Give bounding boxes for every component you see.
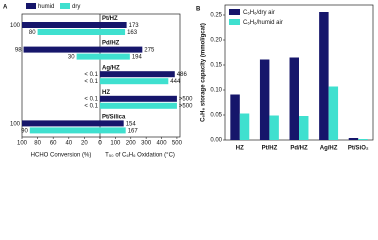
value-label: 100 — [10, 121, 21, 127]
bar-left — [76, 53, 100, 60]
y-tick-label: 0.20 — [210, 38, 222, 44]
bar — [319, 12, 329, 140]
x-tick-label: 0 — [98, 141, 102, 147]
value-label: 100 — [10, 23, 21, 29]
category-label: Pt/Silica — [102, 114, 126, 120]
x-axis-title: HCHO Conversion (%) — [31, 153, 92, 159]
bar — [269, 115, 279, 140]
value-label: 444 — [170, 79, 181, 85]
bar — [299, 116, 309, 140]
value-label: 163 — [127, 30, 138, 36]
x-tick-label: 100 — [17, 141, 28, 147]
category-label: Pt/HZ — [102, 16, 118, 22]
bar-right — [100, 120, 124, 127]
bar-right — [100, 22, 127, 28]
panel-label: A — [3, 5, 8, 11]
panel-a-frame — [21, 13, 181, 138]
x-tick-label: 60 — [50, 141, 57, 147]
bar-right — [100, 78, 169, 85]
bar-right — [100, 127, 126, 134]
value-label: >500 — [179, 104, 193, 110]
legend-label: dry — [72, 4, 80, 10]
legend-label: C₆H₆/dry air — [243, 10, 275, 16]
bar-right — [100, 95, 177, 102]
bar-right — [100, 29, 126, 35]
bar — [358, 139, 368, 140]
value-label: < 0.1 — [84, 72, 98, 78]
x-tick-label: 400 — [157, 141, 168, 147]
x-tick-label: 200 — [126, 141, 137, 147]
legend-label: C₆H₆/humid air — [243, 20, 283, 26]
bar-right — [100, 102, 177, 109]
bar — [348, 138, 359, 140]
legend-swatch — [229, 9, 240, 15]
x-tick-label: 40 — [65, 141, 72, 147]
legend-swatch — [60, 3, 70, 9]
y-tick-label: 0.10 — [210, 88, 222, 94]
x-tick-label: Ag/HZ — [320, 146, 338, 152]
bar-left — [29, 127, 100, 134]
y-tick-label: 0.25 — [210, 13, 222, 19]
bar — [259, 59, 270, 140]
value-label: < 0.1 — [84, 104, 98, 110]
x-axis-title: T₅₀ of C₆H₆ Oxidation (°C) — [105, 153, 175, 159]
x-tick-label: Pt/HZ — [262, 146, 278, 152]
value-label: 98 — [15, 47, 22, 53]
category-label: HZ — [102, 90, 110, 96]
x-tick-label: 80 — [34, 141, 41, 147]
legend-label: humid — [38, 4, 54, 10]
value-label: >500 — [179, 97, 193, 103]
y-axis-title: C₆H₆ storage capacity (mmol/gcat) — [201, 23, 207, 122]
y-tick-label: 0.00 — [210, 138, 222, 144]
legend-swatch — [229, 19, 240, 25]
x-tick-label: Pd/HZ — [290, 146, 308, 152]
bar-right — [100, 46, 143, 53]
x-tick-label: Pt/SiO₂ — [348, 146, 369, 152]
bar-left — [23, 46, 101, 53]
value-label: 154 — [126, 121, 137, 127]
value-label: < 0.1 — [84, 79, 98, 85]
x-tick-label: 300 — [141, 141, 152, 147]
y-tick-label: 0.15 — [210, 63, 222, 69]
x-tick-label: 0 — [98, 141, 102, 147]
value-label: < 0.1 — [84, 97, 98, 103]
bar-left — [22, 120, 100, 127]
y-tick-label: 0.05 — [210, 113, 222, 119]
bar-right — [100, 53, 130, 60]
x-tick-label: HZ — [236, 146, 244, 152]
x-tick-label: 500 — [172, 141, 183, 147]
value-label: 30 — [68, 54, 75, 60]
value-label: 194 — [132, 54, 143, 60]
bar-left — [37, 29, 100, 35]
category-label: Ag/HZ — [102, 65, 120, 71]
bar — [230, 94, 240, 140]
value-label: 80 — [29, 30, 36, 36]
category-label: Pd/HZ — [102, 41, 120, 47]
value-label: 275 — [144, 47, 155, 53]
panel-label: B — [196, 7, 201, 13]
legend-swatch — [26, 3, 36, 9]
x-tick-label: 20 — [81, 141, 88, 147]
bar-right — [100, 71, 175, 78]
bar-left — [22, 22, 100, 28]
value-label: 486 — [177, 72, 188, 78]
value-label: 90 — [21, 128, 28, 134]
bar — [328, 86, 339, 140]
value-label: 173 — [129, 23, 140, 29]
value-label: 167 — [128, 128, 139, 134]
x-tick-label: 100 — [110, 141, 121, 147]
bar — [289, 57, 299, 140]
bar — [239, 113, 250, 140]
